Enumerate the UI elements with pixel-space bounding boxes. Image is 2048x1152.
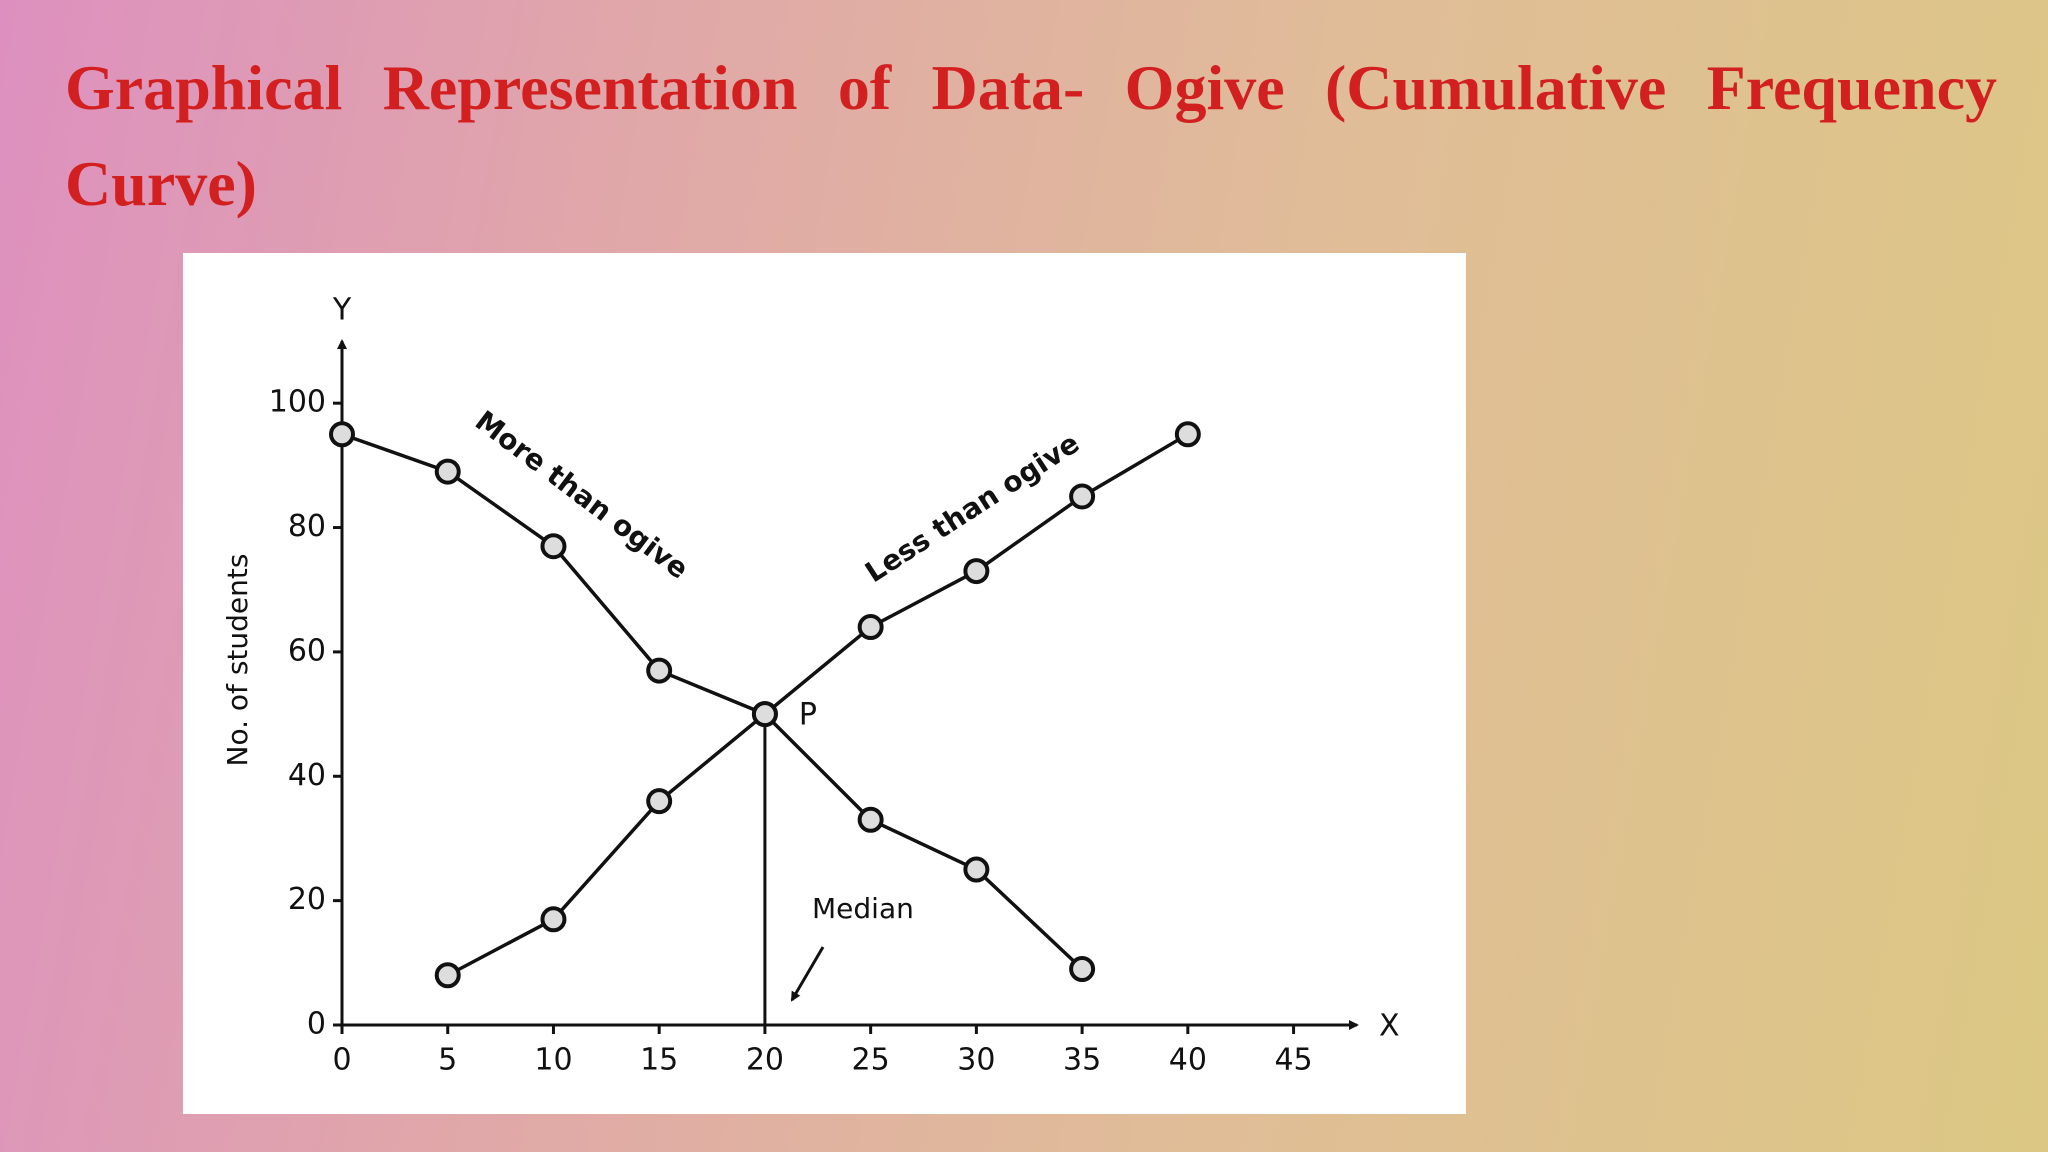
y-axis-label: No. of students: [221, 554, 254, 767]
slide-title: Graphical Representation of Data- Ogive …: [65, 52, 1997, 219]
y-tick-label: 80: [288, 509, 326, 544]
intersection-label: P: [799, 698, 817, 733]
series-line: [446, 432, 1189, 977]
data-point: [646, 657, 673, 684]
x-tick-label: 20: [746, 1043, 784, 1078]
data-point: [434, 458, 461, 485]
data-point: [1069, 483, 1096, 510]
x-tick-label: 35: [1063, 1043, 1101, 1078]
data-point: [646, 788, 673, 815]
x-tick-label: 40: [1169, 1043, 1207, 1078]
y-axis-letter: Y: [332, 293, 352, 328]
x-tick-label: 25: [852, 1043, 890, 1078]
data-point: [434, 962, 461, 989]
x-tick-label: 45: [1274, 1043, 1312, 1078]
data-point: [540, 533, 567, 560]
y-tick-label: 100: [269, 385, 326, 420]
data-point: [857, 806, 884, 833]
data-point: [857, 614, 884, 641]
y-tick-label: 0: [307, 1007, 326, 1042]
data-point: [963, 856, 990, 883]
x-tick-label: 30: [957, 1043, 995, 1078]
data-point: [1069, 956, 1096, 983]
x-tick-label: 10: [534, 1043, 572, 1078]
data-point: [751, 701, 778, 728]
x-tick-label: 15: [640, 1043, 678, 1078]
data-point: [329, 421, 355, 448]
x-tick-label: 0: [332, 1043, 351, 1078]
data-point: [963, 558, 990, 585]
y-tick-label: 20: [288, 882, 326, 917]
chart-panel: [183, 253, 1466, 1114]
x-axis-letter: X: [1379, 1009, 1400, 1044]
series-line: [341, 432, 1084, 971]
median-arrow: [790, 946, 825, 1002]
x-tick-label: 5: [438, 1043, 457, 1078]
y-tick-label: 60: [288, 633, 326, 668]
y-tick-label: 40: [288, 758, 326, 793]
series-label: More than ogive: [469, 404, 695, 585]
data-point: [1174, 421, 1201, 448]
median-label: Median: [812, 892, 914, 925]
data-point: [540, 906, 567, 933]
